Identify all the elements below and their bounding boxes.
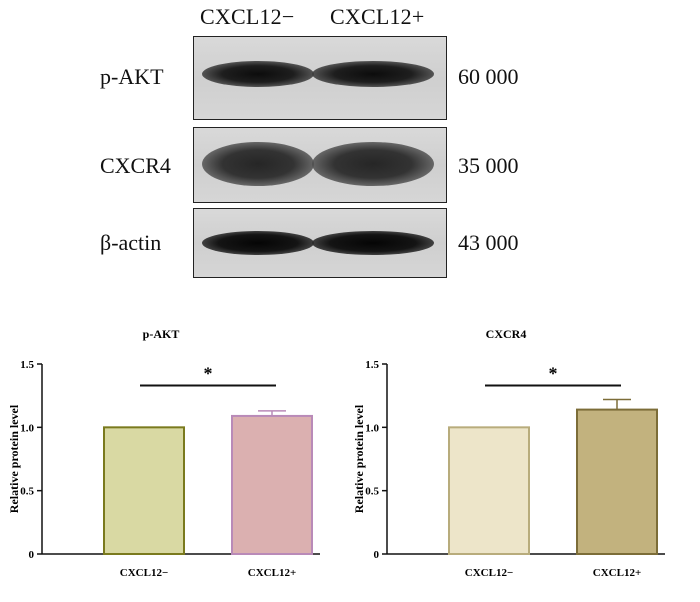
band-pakt-lane1 [202,61,314,87]
bar-chart-cxcr4: CXCR4 Relative protein level 0 0.5 1.0 1.5 CXC… [345,318,685,593]
blot-label-pakt: p-AKT [100,64,164,89]
blot-membrane-cxcr4 [193,127,447,203]
blot-mw-pakt: 60 000 [458,64,519,89]
y-tick-label: 0 [29,549,35,561]
blot-mw-beta-actin: 43 000 [458,230,519,255]
chart-title-cxcr4: CXCR4 [486,327,527,341]
y-tick-label: 0.5 [365,486,379,498]
band-cxcr4-lane1 [202,142,314,186]
significance-star: * [549,364,558,384]
x-category-label: CXCL12− [465,567,513,579]
x-category-label: CXCL12+ [248,567,296,579]
blot-label-beta-actin: β-actin [100,230,162,255]
blot-mw-cxcr4: 35 000 [458,153,519,178]
bar-chart-pakt: p-AKT Relative protein level 0 0.5 1.0 1.5 CXC… [0,318,340,593]
bar-cxcl12-pos [231,414,313,555]
band-actin-lane2 [312,231,434,255]
y-tick-label: 1.0 [365,422,379,434]
y-axis-title: Relative protein level [352,404,366,513]
y-tick-label: 1.5 [365,359,379,371]
blot-membrane-pakt [193,36,447,120]
significance-star: * [204,364,213,384]
x-category-label: CXCL12− [120,567,168,579]
band-pakt-lane2 [312,61,434,87]
bar-chart-cxcr4-svg: CXCR4 Relative protein level 0 0.5 1.0 1.5 CXC… [352,327,665,579]
band-cxcr4-lane2 [312,142,434,186]
y-axis-title: Relative protein level [7,404,21,513]
chart-title-p-akt: p-AKT [143,327,180,341]
band-actin-lane1 [202,231,314,255]
bar-cxcl12-pos [576,408,658,555]
blot-membrane-beta-actin [193,208,447,278]
lane-header-cxcl12-pos: CXCL12+ [330,4,425,29]
x-category-label: CXCL12+ [593,567,641,579]
blot-label-cxcr4: CXCR4 [100,153,171,178]
bar-cxcl12-neg [103,426,185,555]
lane-header-cxcl12-neg: CXCL12− [200,4,295,29]
western-blot-panel: CXCL12− CXCL12+ p-AKT 60 000 CXCR4 35 00… [0,0,700,300]
y-tick-label: 1.5 [20,359,34,371]
y-tick-label: 0.5 [20,486,34,498]
y-tick-label: 0 [374,549,380,561]
bar-chart-pakt-svg: p-AKT Relative protein level 0 0.5 1.0 1.5 CXC… [7,327,320,579]
bar-cxcl12-neg [448,426,530,555]
y-tick-label: 1.0 [20,422,34,434]
